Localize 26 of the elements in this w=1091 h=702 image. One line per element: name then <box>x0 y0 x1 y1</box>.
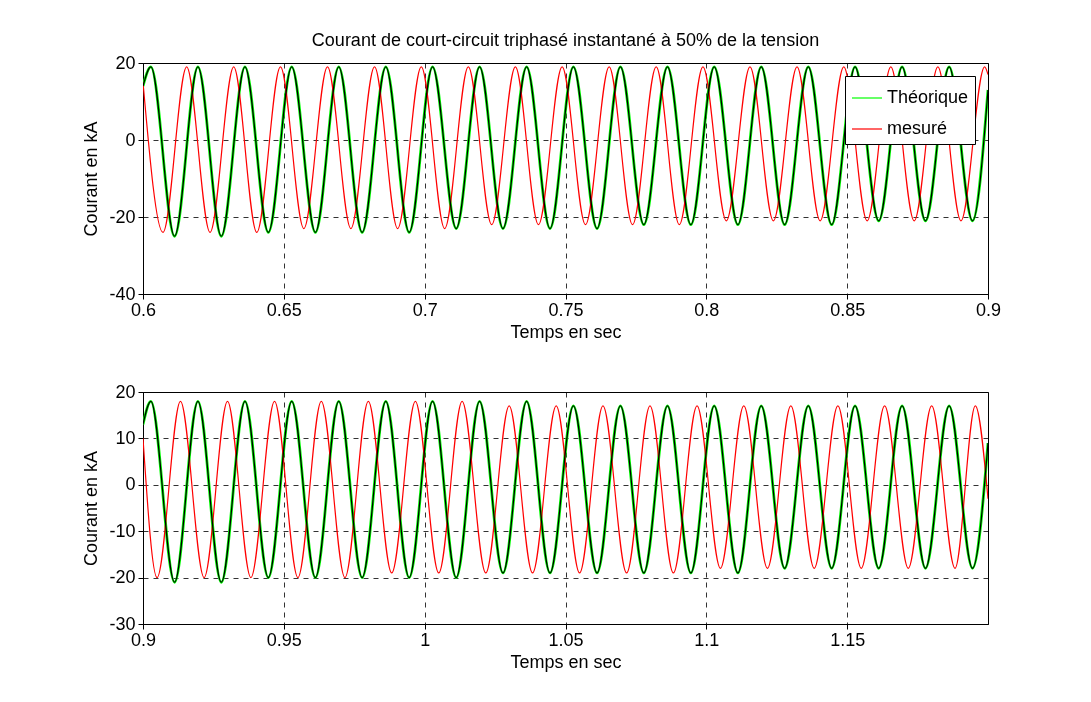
x-tick-label: 0.85 <box>830 299 866 320</box>
x-tick-label: 0.95 <box>266 629 302 650</box>
y-tick-label: 20 <box>115 381 136 402</box>
y-tick-label: -20 <box>109 206 136 227</box>
y-tick-label: 10 <box>115 427 136 448</box>
chart-title: Courant de court-circuit triphasé instantané à 50% de la tension <box>311 30 820 50</box>
x-tick-label: 1.1 <box>694 629 720 650</box>
x-tick-label: 0.65 <box>266 299 302 320</box>
legend-label: Théorique <box>887 87 969 107</box>
x-tick-label: 1 <box>420 629 431 650</box>
y-tick-label: -20 <box>109 567 136 588</box>
y-axis-title: Courant en kA <box>81 450 102 567</box>
y-axis-title: Courant en kA <box>81 121 102 237</box>
x-axis-title: Temps en sec <box>510 651 622 672</box>
x-tick-label: 0.9 <box>975 299 1002 320</box>
x-tick-label: 0.7 <box>412 299 438 320</box>
x-tick-label: 1.05 <box>548 629 584 650</box>
x-tick-label: 0.8 <box>694 299 720 320</box>
y-tick-label: 20 <box>115 52 136 73</box>
legend-label: mesuré <box>887 118 948 138</box>
y-tick-label: 0 <box>125 129 136 150</box>
x-tick-label: 1.15 <box>830 629 866 650</box>
x-tick-label: 0.75 <box>548 299 584 320</box>
y-tick-label: 0 <box>125 474 136 495</box>
x-axis-title: Temps en sec <box>510 321 622 342</box>
y-tick-label: -10 <box>109 520 136 541</box>
